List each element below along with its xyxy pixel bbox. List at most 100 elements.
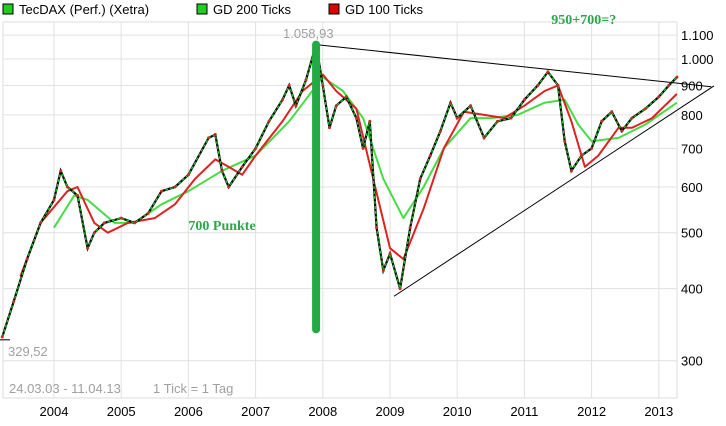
- tecdax-point: [186, 173, 190, 177]
- y-tick-label: 900: [681, 78, 703, 93]
- tecdax-point: [408, 226, 412, 230]
- tecdax-point: [563, 139, 567, 143]
- low-label: 329,52: [8, 344, 48, 359]
- x-tick-label: 2013: [644, 404, 673, 419]
- tecdax-point: [52, 198, 56, 202]
- tecdax-point: [287, 83, 291, 87]
- tecdax-point: [39, 221, 43, 225]
- tecdax-point: [240, 165, 244, 169]
- x-tick-label: 2010: [443, 404, 472, 419]
- trendline-support: [393, 85, 715, 297]
- tecdax-point: [173, 185, 177, 189]
- tecdax-point: [254, 146, 258, 150]
- tecdax-point: [119, 216, 123, 220]
- tecdax-point: [12, 299, 16, 303]
- grid: [2, 21, 678, 399]
- tecdax-point: [580, 154, 584, 158]
- series-line-tecdax: [1, 44, 678, 337]
- tecdax-point: [59, 169, 63, 173]
- tecdax-point: [620, 129, 624, 133]
- tecdax-point: [418, 177, 422, 181]
- overlay-layer: 700 Punkte 950+700=?: [0, 13, 715, 341]
- tecdax-point: [160, 189, 164, 193]
- high-label: 1.058,93: [283, 26, 334, 41]
- tecdax-point: [569, 169, 573, 173]
- axes: 2004 2005 2006 2007 2008 2009 2010 2011 2012 2013…: [40, 28, 714, 419]
- y-tick-label: 1.100: [681, 28, 714, 43]
- y-tick-label: 700: [681, 141, 703, 156]
- series-line-gd200: [53, 76, 678, 229]
- tecdax-point: [469, 104, 473, 108]
- y-tick-label: 800: [681, 108, 703, 123]
- tecdax-point: [482, 136, 486, 140]
- legend-swatch-tecdax: [2, 3, 14, 15]
- y-tick-label: 400: [681, 282, 703, 297]
- tecdax-point: [304, 78, 308, 82]
- series-layer: [0, 43, 679, 339]
- tecdax-point: [354, 116, 358, 120]
- tecdax-point: [361, 146, 365, 150]
- tecdax-point: [630, 116, 634, 120]
- tecdax-point: [388, 252, 392, 256]
- tecdax-point: [76, 194, 80, 198]
- tecdax-point: [667, 83, 671, 87]
- tecdax-point: [509, 116, 513, 120]
- tecdax-point: [438, 129, 442, 133]
- x-tick-label: 2005: [107, 404, 136, 419]
- x-tick-label: 2006: [174, 404, 203, 419]
- annotation-text: 950+700=?: [551, 13, 616, 28]
- tecdax-point: [0, 335, 4, 339]
- tecdax-point: [280, 98, 284, 102]
- tecdax-point: [522, 98, 526, 102]
- tecdax-point: [92, 231, 96, 235]
- x-tick-label: 2007: [241, 404, 270, 419]
- legend-label-gd100: GD 100 Ticks: [345, 2, 424, 17]
- tecdax-point: [590, 146, 594, 150]
- y-tick-label: 1.000: [681, 52, 714, 67]
- tecdax-point: [321, 83, 325, 87]
- legend-label-gd200: GD 200 Ticks: [213, 2, 292, 17]
- x-tick-label: 2011: [510, 404, 538, 419]
- tecdax-point: [344, 95, 348, 99]
- tecdax-point: [455, 116, 459, 120]
- x-tick-label: 2009: [376, 404, 405, 419]
- plot-frame: [2, 21, 678, 399]
- tecdax-point: [546, 70, 550, 74]
- tecdax-point: [220, 169, 224, 173]
- tecdax-point: [86, 246, 90, 250]
- tecdax-point: [675, 75, 679, 79]
- tecdax-point: [536, 83, 540, 87]
- legend-label-tecdax: TecDAX (Perf.) (Xetra): [19, 2, 149, 17]
- legend-swatch-gd200: [196, 3, 208, 15]
- tecdax-point: [643, 107, 647, 111]
- tecdax-point: [227, 185, 231, 189]
- tecdax-point: [146, 211, 150, 215]
- x-tick-label: 2004: [40, 404, 69, 419]
- tecdax-point: [25, 257, 29, 261]
- tecdax-point: [368, 119, 372, 123]
- tecdax-point: [556, 83, 560, 87]
- tecdax-point: [448, 101, 452, 105]
- tecdax-point: [398, 287, 402, 291]
- tecdax-point: [334, 104, 338, 108]
- tick-label: 1 Tick = 1 Tag: [153, 381, 233, 396]
- tecdax-point: [600, 119, 604, 123]
- tecdax-point: [207, 136, 211, 140]
- tecdax-point: [375, 226, 379, 230]
- y-tick-label: 500: [681, 226, 703, 241]
- y-tick-label: 300: [681, 354, 703, 369]
- series-line-gd100: [19, 73, 678, 277]
- tecdax-point: [267, 119, 271, 123]
- annotation-text: 700 Punkte: [188, 219, 255, 234]
- tecdax-point: [381, 268, 385, 272]
- y-tick-label: 600: [681, 180, 703, 195]
- tecdax-point: [65, 185, 69, 189]
- tecdax-point: [428, 154, 432, 158]
- trendline-resistance: [316, 44, 712, 88]
- tecdax-point: [496, 119, 500, 123]
- legend: TecDAX (Perf.) (Xetra) GD 200 Ticks GD 1…: [2, 2, 424, 17]
- period-label: 24.03.03 - 11.04.13: [9, 381, 121, 396]
- legend-swatch-gd100: [328, 3, 340, 15]
- tecdax-point: [133, 221, 137, 225]
